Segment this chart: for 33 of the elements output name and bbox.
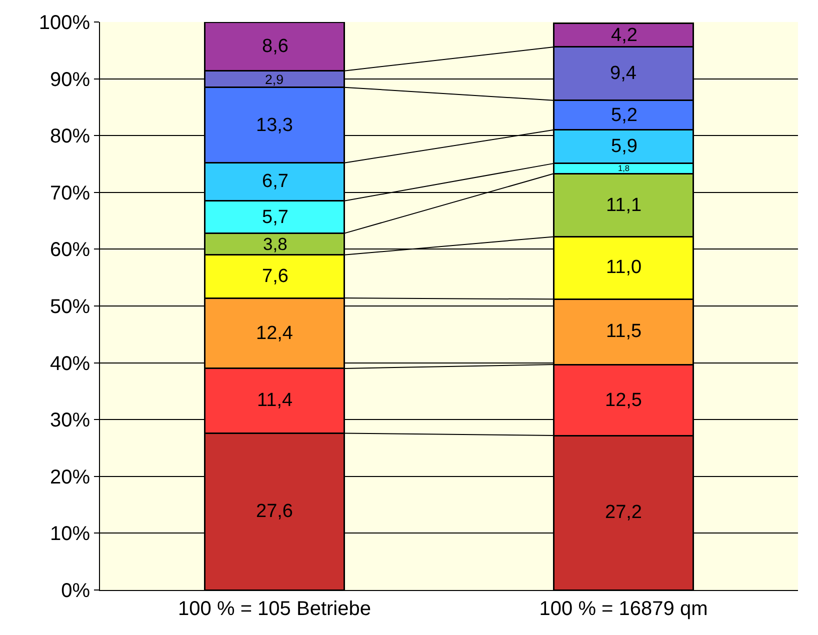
data-label: 1,8 (618, 164, 630, 173)
data-label: 9,4 (610, 63, 637, 84)
data-label: 5,2 (611, 105, 638, 126)
y-tick-label: 80% (50, 126, 90, 148)
data-label: 5,9 (611, 136, 638, 157)
data-label: 11,4 (257, 390, 293, 411)
y-tick-label: 30% (50, 410, 90, 432)
data-label: 12,4 (256, 323, 294, 344)
y-tick-label: 90% (50, 68, 90, 91)
y-tick-label: 100% (38, 12, 90, 34)
data-label: 27,6 (256, 501, 293, 522)
x-tick-label: 100 % = 16879 qm (539, 598, 708, 620)
y-tick-label: 40% (50, 352, 90, 375)
y-tick-label: 20% (50, 466, 90, 488)
data-label: 6,7 (262, 171, 288, 192)
x-tick-label: 100 % = 105 Betriebe (178, 598, 371, 620)
y-tick-label: 50% (50, 296, 90, 318)
data-label: 11,0 (606, 257, 642, 278)
y-tick-label: 60% (50, 239, 90, 262)
data-label: 11,1 (606, 195, 642, 216)
y-tick-label: 70% (50, 182, 90, 204)
data-label: 3,8 (263, 234, 288, 254)
data-label: 12,5 (605, 390, 642, 411)
data-label: 7,6 (262, 266, 288, 287)
data-label: 5,7 (262, 207, 288, 228)
y-tick-label: 0% (61, 580, 90, 602)
y-tick-label: 10% (50, 523, 90, 546)
data-label: 8,6 (262, 36, 288, 57)
data-label: 4,2 (611, 25, 638, 46)
data-label: 27,2 (605, 502, 642, 523)
data-label: 11,5 (606, 321, 642, 342)
data-label: 13,3 (256, 115, 293, 136)
data-label: 2,9 (265, 72, 284, 87)
